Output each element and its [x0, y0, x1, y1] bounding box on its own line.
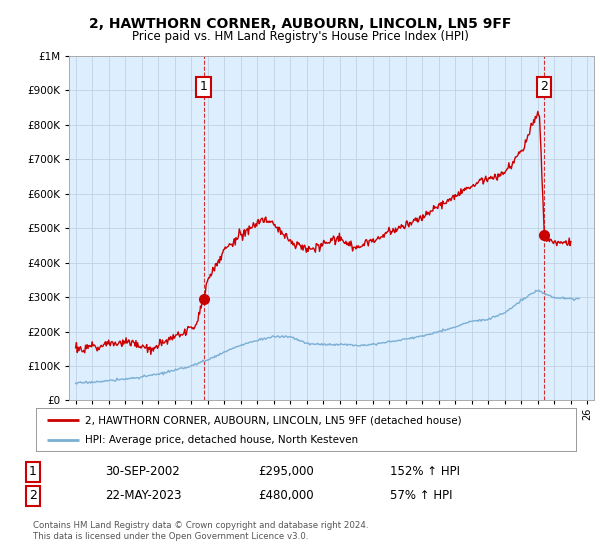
Text: 1: 1	[200, 81, 208, 94]
Text: 2, HAWTHORN CORNER, AUBOURN, LINCOLN, LN5 9FF: 2, HAWTHORN CORNER, AUBOURN, LINCOLN, LN…	[89, 16, 511, 30]
Text: HPI: Average price, detached house, North Kesteven: HPI: Average price, detached house, Nort…	[85, 435, 358, 445]
Text: 57% ↑ HPI: 57% ↑ HPI	[390, 489, 452, 502]
Text: 1: 1	[29, 465, 37, 478]
Text: Contains HM Land Registry data © Crown copyright and database right 2024.
This d: Contains HM Land Registry data © Crown c…	[33, 521, 368, 540]
Text: £295,000: £295,000	[258, 465, 314, 478]
Text: Price paid vs. HM Land Registry's House Price Index (HPI): Price paid vs. HM Land Registry's House …	[131, 30, 469, 44]
Text: 2: 2	[29, 489, 37, 502]
Text: 30-SEP-2002: 30-SEP-2002	[105, 465, 180, 478]
Text: 2, HAWTHORN CORNER, AUBOURN, LINCOLN, LN5 9FF (detached house): 2, HAWTHORN CORNER, AUBOURN, LINCOLN, LN…	[85, 415, 461, 425]
Text: £480,000: £480,000	[258, 489, 314, 502]
Text: 152% ↑ HPI: 152% ↑ HPI	[390, 465, 460, 478]
Text: 22-MAY-2023: 22-MAY-2023	[105, 489, 182, 502]
Text: 2: 2	[541, 81, 548, 94]
